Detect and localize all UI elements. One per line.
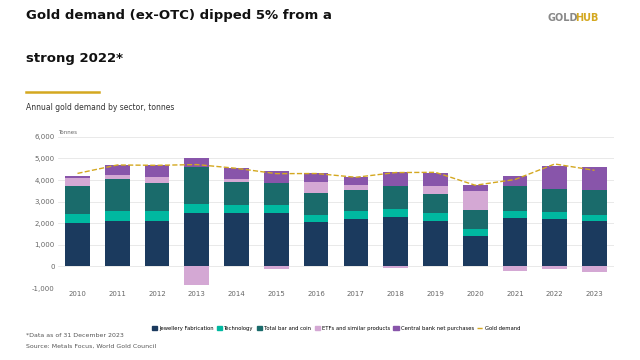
Bar [304,215,328,222]
Legend: Jewellery Fabrication, Technology, Total bar and coin, ETFs and similar products: Jewellery Fabrication, Technology, Total… [150,324,522,333]
Bar [502,266,527,271]
Bar [423,173,448,186]
Bar [463,236,488,266]
Bar [184,158,209,167]
Bar [304,182,328,193]
Bar [184,167,209,204]
Bar [224,204,249,213]
Bar [582,190,607,215]
Bar [264,183,289,205]
Bar [145,211,170,221]
Bar [224,168,249,179]
Bar [264,266,289,269]
Bar [543,189,567,212]
Bar [463,229,488,236]
Bar [264,213,289,266]
Bar [423,213,448,221]
Bar [423,186,448,194]
Bar [184,204,209,213]
Bar [65,176,90,177]
Bar [344,219,368,266]
Bar [145,183,170,211]
Bar [145,177,170,183]
Bar [543,266,567,269]
Text: GOLD: GOLD [547,13,578,23]
Text: Annual gold demand by sector, tonnes: Annual gold demand by sector, tonnes [26,103,174,112]
Bar [383,186,408,209]
Bar [105,221,129,266]
Bar [582,215,607,221]
Bar [145,221,170,266]
Bar [65,223,90,266]
Bar [543,219,567,266]
Bar [463,185,488,191]
Text: *Data as of 31 December 2023: *Data as of 31 December 2023 [26,333,124,338]
Bar [582,167,607,190]
Bar [304,193,328,215]
Bar [383,217,408,266]
Text: HUB: HUB [575,13,598,23]
Bar [344,177,368,185]
Bar [383,172,408,186]
Bar [184,266,209,285]
Bar [105,179,129,211]
Bar [463,210,488,229]
Bar [105,165,129,175]
Text: Gold demand (ex-OTC) dipped 5% from a: Gold demand (ex-OTC) dipped 5% from a [26,9,332,22]
Bar [344,185,368,190]
Bar [423,221,448,266]
Bar [105,175,129,179]
Bar [65,177,90,186]
Bar [502,186,527,211]
Bar [344,190,368,211]
Bar [502,211,527,219]
Bar [184,213,209,266]
Bar [145,166,170,177]
Text: Tonnes: Tonnes [58,130,77,135]
Bar [543,166,567,189]
Bar [105,211,129,221]
Bar [502,176,527,186]
Bar [65,186,90,213]
Bar [502,219,527,266]
Bar [224,183,249,204]
Bar [224,213,249,266]
Bar [264,171,289,183]
Bar [543,212,567,219]
Bar [264,205,289,213]
Bar [344,211,368,219]
Bar [65,213,90,223]
Bar [304,222,328,266]
Bar [383,209,408,217]
Bar [224,179,249,183]
Text: strong 2022*: strong 2022* [26,52,123,65]
Text: Source: Metals Focus, World Gold Council: Source: Metals Focus, World Gold Council [26,344,156,349]
Bar [383,266,408,268]
Bar [582,221,607,266]
Bar [582,266,607,272]
Bar [463,191,488,210]
Bar [304,174,328,182]
Bar [423,194,448,213]
